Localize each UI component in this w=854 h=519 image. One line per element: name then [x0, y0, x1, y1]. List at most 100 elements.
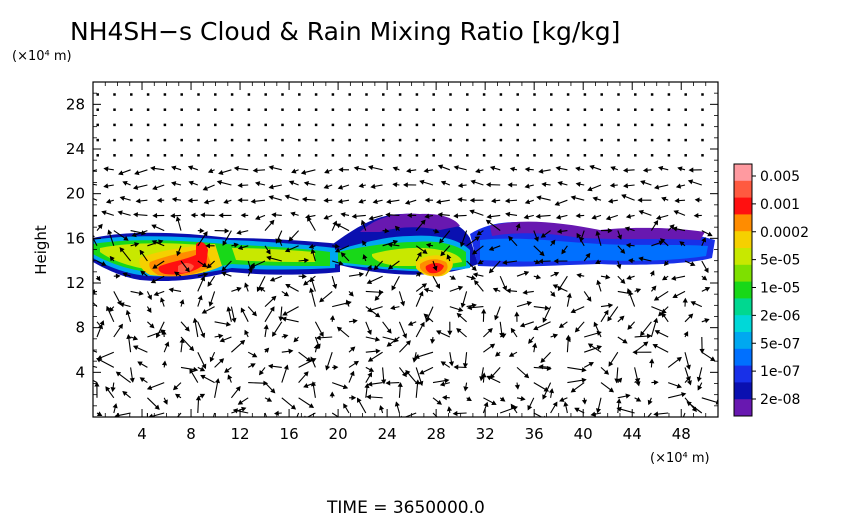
wind-vector-head — [278, 316, 284, 322]
x-tick-label: 28 — [427, 425, 446, 443]
wind-vector-head — [475, 168, 481, 174]
wind-vector-head — [701, 237, 707, 243]
wind-vector-head — [544, 305, 550, 311]
wind-vector — [617, 154, 620, 157]
colorbar-swatch — [734, 281, 752, 299]
wind-vector-head — [654, 330, 661, 335]
wind-vector — [130, 138, 133, 142]
colorbar-swatch — [734, 264, 752, 282]
wind-vector-head — [360, 219, 366, 226]
wind-vector-head — [163, 399, 168, 405]
wind-vector-head — [361, 240, 367, 246]
wind-vector-head — [218, 333, 224, 339]
wind-vector-head — [558, 323, 565, 329]
wind-vector-head — [348, 291, 354, 297]
wind-vector-head — [172, 385, 179, 391]
wind-vector-head — [418, 290, 424, 297]
wind-vector-head — [694, 197, 700, 203]
wind-vector-head — [457, 197, 463, 203]
wind-vector-head — [147, 294, 152, 301]
wind-vector-head — [550, 291, 556, 297]
wind-vector — [650, 93, 654, 96]
wind-vector-head — [364, 383, 370, 389]
wind-vector — [365, 154, 368, 157]
wind-vector-head — [446, 406, 453, 412]
wind-vector-head — [226, 306, 232, 312]
wind-vector-head — [271, 212, 277, 218]
wind-vector-head — [199, 228, 205, 234]
colorbar-label: 0.005 — [760, 169, 800, 185]
wind-vector — [281, 138, 284, 142]
wind-vector — [230, 138, 234, 142]
colorbar-swatch — [734, 197, 752, 215]
wind-vector-head — [643, 341, 649, 347]
wind-vector — [348, 123, 351, 127]
wind-vector-head — [250, 198, 256, 204]
wind-vector-head — [669, 224, 675, 230]
wind-vector-head — [508, 235, 514, 242]
wind-vector-head — [119, 195, 125, 201]
wind-vector-head — [625, 242, 631, 248]
colorbar-swatch — [734, 164, 752, 182]
wind-vector-head — [653, 411, 659, 417]
wind-vector-head — [118, 170, 124, 176]
wind-vector-head — [640, 180, 646, 186]
wind-vector-head — [146, 307, 152, 313]
wind-vector — [197, 123, 200, 127]
wind-vector — [314, 154, 318, 157]
wind-vector — [163, 154, 167, 157]
wind-vector-head — [616, 406, 622, 412]
y-tick-label: 12 — [66, 274, 85, 292]
wind-vector — [634, 138, 637, 142]
wind-vector — [113, 108, 116, 111]
wind-vector-head — [176, 250, 182, 257]
wind-vector — [365, 108, 368, 111]
wind-vector-head — [622, 338, 628, 344]
wind-vector-head — [263, 324, 269, 330]
wind-vector-head — [559, 397, 565, 402]
wind-vector-head — [586, 296, 592, 302]
colorbar-label: 5e-05 — [760, 253, 800, 269]
wind-vector — [96, 138, 99, 142]
wind-vector-head — [303, 180, 309, 187]
wind-vector — [647, 412, 652, 417]
y-tick-label: 4 — [75, 363, 85, 381]
wind-vector — [449, 138, 452, 142]
wind-vector-head — [367, 307, 373, 313]
cloud-envelope-upper — [360, 213, 460, 232]
wind-vector-head — [266, 255, 272, 261]
wind-vector-head — [323, 197, 329, 204]
wind-vector-head — [647, 399, 653, 406]
wind-vector — [415, 154, 419, 157]
wind-vector-head — [538, 364, 544, 370]
wind-vector-head — [319, 331, 324, 338]
wind-vector-head — [189, 345, 195, 352]
wind-vector-head — [524, 166, 530, 172]
wind-vector-head — [660, 238, 666, 244]
wind-vector-head — [368, 165, 374, 171]
wind-vector-head — [439, 238, 445, 244]
wind-vector-head — [174, 393, 181, 399]
wind-vector-head — [635, 288, 642, 294]
wind-vector-head — [206, 263, 212, 269]
wind-vector-head — [509, 166, 516, 172]
wind-vector-head — [420, 219, 426, 225]
wind-vector — [264, 138, 267, 142]
wind-vector-head — [581, 399, 588, 405]
wind-vector-head — [621, 194, 627, 199]
wind-vector-head — [523, 270, 530, 276]
wind-vector-head — [267, 363, 274, 369]
x-tick-label: 36 — [525, 425, 544, 443]
wind-vector — [550, 93, 553, 96]
wind-vector — [533, 123, 536, 127]
wind-vector-head — [151, 224, 157, 230]
wind-vector — [566, 93, 570, 96]
wind-vector-head — [474, 279, 480, 286]
wind-vector-head — [638, 209, 644, 215]
wind-vector-head — [241, 406, 247, 412]
wind-vector-head — [581, 367, 587, 373]
wind-vector — [650, 108, 654, 111]
wind-vector — [684, 138, 687, 142]
wind-vector-head — [122, 180, 128, 186]
x-tick-label: 4 — [137, 425, 147, 443]
